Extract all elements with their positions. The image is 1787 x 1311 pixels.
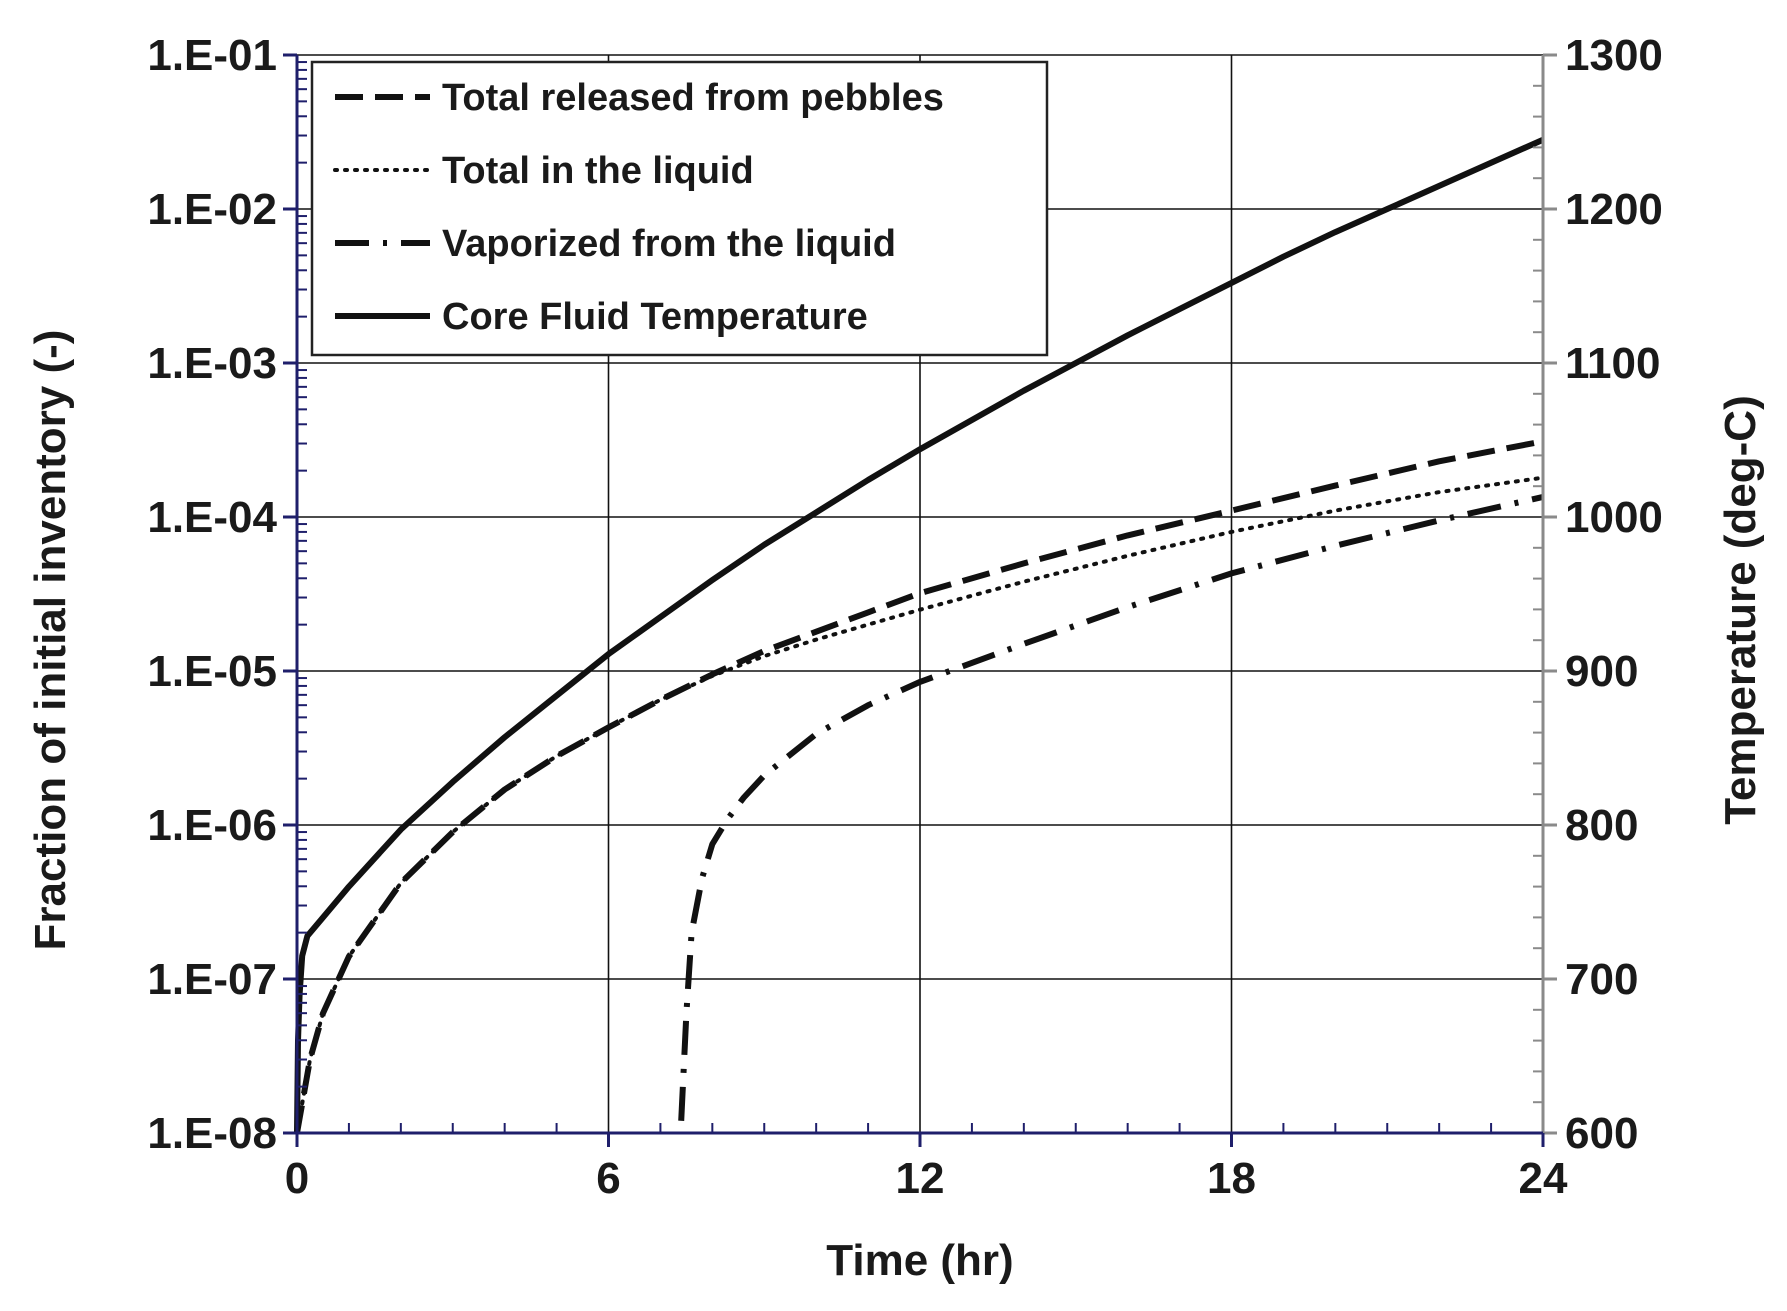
legend-box [310, 60, 1049, 357]
series-line-total-in-the-liquid [295, 475, 1545, 1135]
series-line-vaporized-from-the-liquid [678, 493, 1544, 1121]
y-right-tick-label: 1100 [1565, 339, 1660, 388]
y-right-tick-label: 1000 [1565, 493, 1663, 542]
x-tick-label: 0 [285, 1154, 309, 1203]
y-right-tick-label: 700 [1565, 955, 1638, 1004]
x-tick-labels: 0 6 12 18 24 [285, 1154, 1568, 1203]
y-left-axis-title: Fraction of initial inventory (-) [26, 330, 75, 951]
legend-label-liquid: Total in the liquid [442, 150, 754, 192]
y-right-tick-labels: 1300 1200 1100 1000 900 800 700 600 [1565, 31, 1663, 1158]
legend-label-vaporized: Vaporized from the liquid [442, 223, 896, 265]
y-left-tick-label: 1.E-04 [147, 493, 277, 542]
y-left-tick-label: 1.E-05 [147, 647, 277, 696]
series-layer [294, 136, 1545, 1135]
x-axis-title: Time (hr) [826, 1236, 1013, 1285]
ticks [283, 53, 1557, 1147]
y-left-tick-label: 1.E-03 [147, 339, 277, 388]
legend-label-pebbles: Total released from pebbles [442, 77, 944, 119]
y-right-tick-label: 1300 [1565, 31, 1663, 80]
x-tick-label: 12 [896, 1154, 945, 1203]
y-left-tick-label: 1.E-02 [147, 185, 277, 234]
y-right-axis-title: Temperature (deg-C) [1716, 395, 1765, 824]
y-left-tick-label: 1.E-06 [147, 801, 277, 850]
series-line-core-fluid-temperature [294, 136, 1545, 1134]
y-left-tick-label: 1.E-07 [147, 955, 277, 1004]
y-right-tick-label: 600 [1565, 1109, 1638, 1158]
y-left-tick-label: 1.E-08 [147, 1109, 277, 1158]
y-right-tick-label: 900 [1565, 647, 1638, 696]
legend-label-temperature: Core Fluid Temperature [442, 296, 868, 338]
x-tick-label: 24 [1519, 1154, 1568, 1203]
y-right-tick-label: 800 [1565, 801, 1638, 850]
x-tick-label: 18 [1207, 1154, 1256, 1203]
y-left-tick-label: 1.E-01 [147, 31, 277, 80]
legend: Total released from pebbles Total in the… [310, 60, 1049, 357]
y-right-tick-label: 1200 [1565, 185, 1663, 234]
x-tick-label: 6 [596, 1154, 620, 1203]
y-left-tick-labels: 1.E-01 1.E-02 1.E-03 1.E-04 1.E-05 1.E-06 1.E-… [147, 31, 277, 1158]
